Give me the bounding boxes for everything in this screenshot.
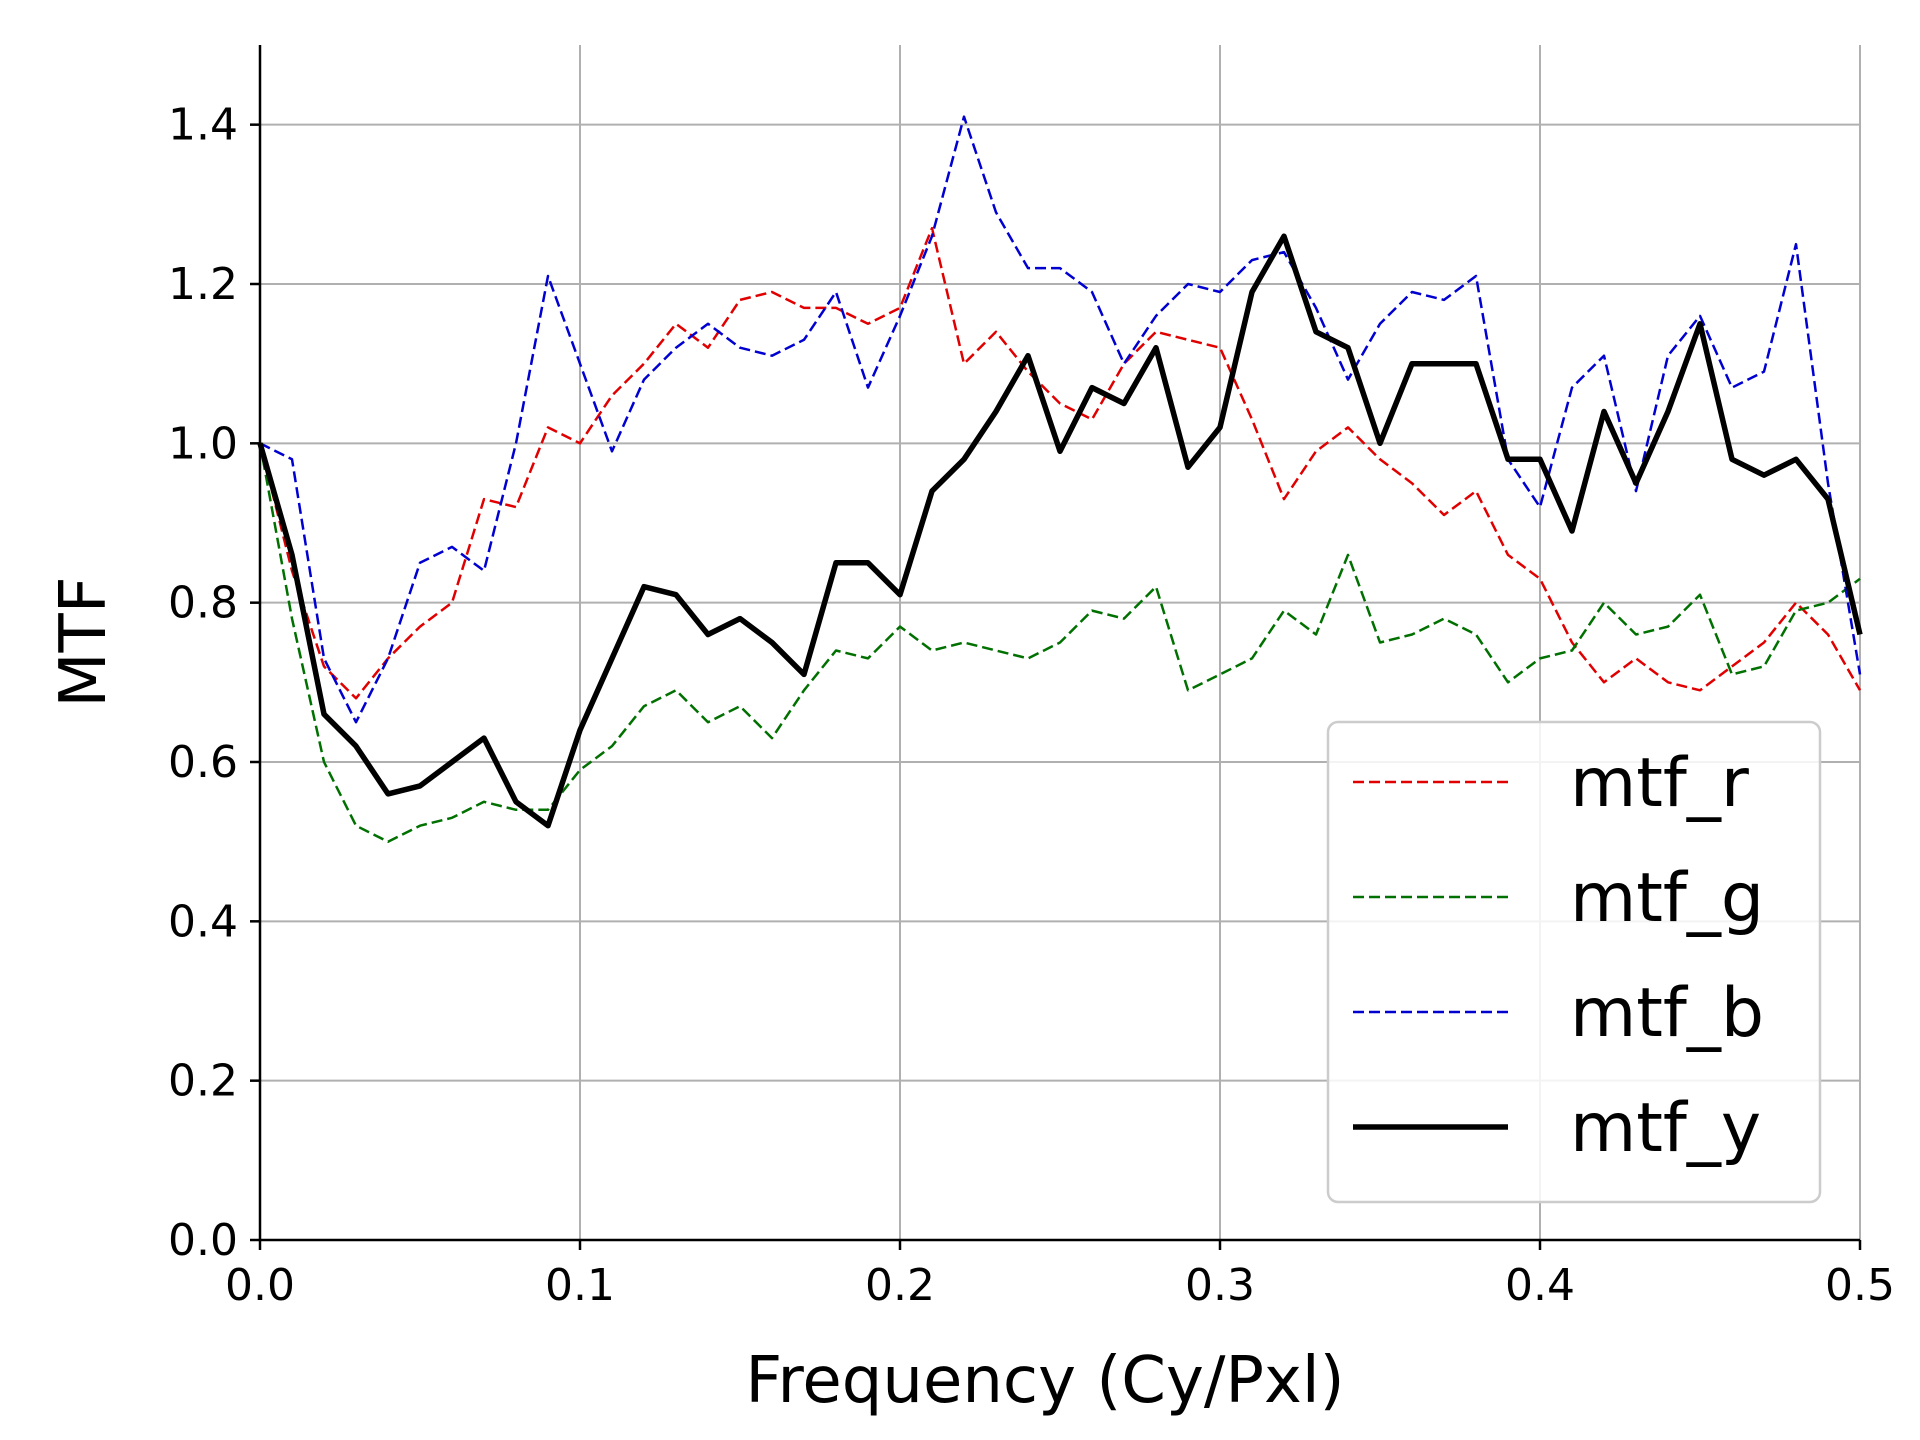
legend-label-mtf-b: mtf_b: [1570, 974, 1764, 1053]
series-line-mtf-r: [258, 226, 1862, 700]
x-axis-label: Frequency (Cy/Pxl): [745, 1344, 1344, 1418]
x-tick-label: 0.5: [1825, 1260, 1895, 1311]
legend-label-mtf-g: mtf_g: [1570, 859, 1764, 938]
x-tick-label: 0.0: [225, 1260, 295, 1311]
series-line-mtf-b: [259, 115, 1862, 724]
legend-box: [1326, 720, 1822, 1204]
grid: [259, 45, 1861, 1241]
y-tick-label: 0.4: [168, 896, 238, 947]
x-tick-label: 0.3: [1185, 1260, 1255, 1311]
legend-label-mtf-y: mtf_y: [1570, 1089, 1761, 1168]
x-tick-label: 0.4: [1505, 1260, 1575, 1311]
x-tick-label: 0.2: [865, 1260, 935, 1311]
x-tick-label: 0.1: [545, 1260, 615, 1311]
y-tick-label: 0.0: [168, 1215, 238, 1266]
ticks: 0.0 0.1 0.2 0.3 0.4 0.5 0.0 0.2 0.4 0.6 0.8 1.0 1.2 1…: [168, 100, 1895, 1311]
legend: mtf_r mtf_g mtf_b mtf_y: [1326, 720, 1822, 1204]
y-tick-label: 1.0: [168, 418, 238, 469]
y-tick-label: 0.6: [168, 737, 238, 788]
series-line-mtf-y: [257, 233, 1863, 829]
series-layer: [257, 115, 1863, 843]
legend-label-mtf-r: mtf_r: [1570, 744, 1749, 823]
axes: [258, 45, 1860, 1242]
y-tick-label: 0.8: [168, 578, 238, 629]
y-tick-label: 1.4: [168, 100, 238, 151]
y-axis-label: MTF: [47, 576, 121, 707]
y-tick-label: 1.2: [168, 259, 238, 310]
y-tick-label: 0.2: [168, 1056, 238, 1107]
